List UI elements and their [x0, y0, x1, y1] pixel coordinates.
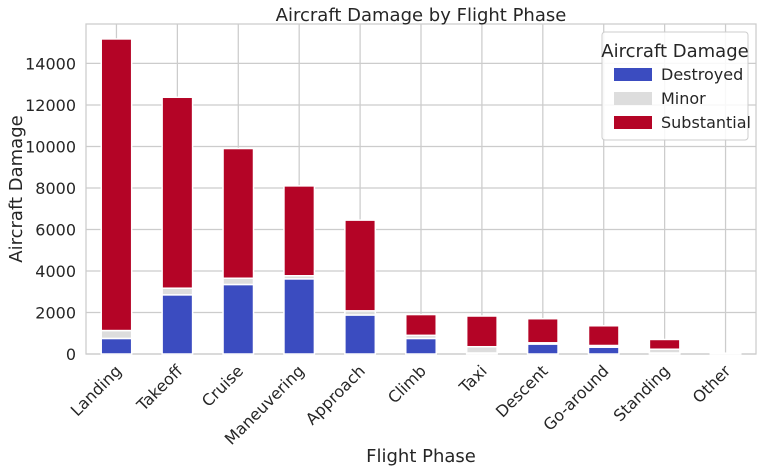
legend-swatch	[614, 68, 652, 81]
legend-swatch	[614, 92, 652, 105]
chart-title: Aircraft Damage by Flight Phase	[276, 5, 567, 26]
x-tick-label: Standing	[610, 361, 674, 425]
bar-minor	[100, 329, 133, 340]
legend-box	[601, 31, 749, 141]
y-tick-label: 6000	[35, 220, 76, 239]
bar-destroyed	[405, 337, 437, 355]
legend: Aircraft Damage Destroyed Minor Substantia…	[601, 31, 751, 141]
bar-destroyed	[526, 343, 559, 355]
bar-minor	[161, 287, 194, 296]
x-axis-label: Flight Phase	[366, 446, 476, 467]
bar-destroyed	[587, 346, 620, 355]
x-tick-label: Takeoff	[132, 361, 187, 416]
bar-substantial	[222, 147, 255, 279]
legend-label: Destroyed	[661, 65, 743, 84]
bars	[100, 38, 742, 355]
bar-destroyed	[222, 283, 255, 355]
y-axis-label: Aircraft Damage	[6, 115, 27, 262]
legend-items: Destroyed Minor Substantial	[614, 65, 751, 132]
bar-substantial	[100, 38, 133, 332]
x-tick-label: Climb	[384, 361, 430, 407]
y-tick-label: 2000	[35, 303, 76, 322]
bar-destroyed	[161, 294, 194, 355]
x-tick-label: Other	[689, 361, 735, 407]
bar-minor	[465, 345, 498, 354]
y-tick-label: 0	[66, 345, 76, 364]
bar-substantial	[405, 313, 437, 337]
y-tick-label: 12000	[25, 96, 76, 115]
bar-substantial	[161, 96, 194, 289]
x-tick-label: Landing	[67, 361, 126, 420]
x-tick-label: Cruise	[198, 361, 247, 410]
y-tick-label: 14000	[25, 54, 76, 73]
x-tick-label: Go-around	[539, 361, 612, 434]
bar-substantial	[587, 325, 620, 347]
bar-substantial	[526, 317, 559, 344]
bar-substantial	[648, 338, 681, 350]
bar-substantial	[465, 315, 498, 348]
y-tick-label: 10000	[25, 137, 76, 156]
bar-substantial	[283, 185, 316, 277]
legend-label: Minor	[661, 89, 706, 108]
x-tick-label: Taxi	[455, 361, 491, 397]
bar-destroyed	[100, 337, 133, 355]
y-tick-label: 4000	[35, 262, 76, 281]
x-tick-label: Descent	[492, 361, 552, 421]
legend-label: Substantial	[661, 113, 751, 132]
bar-substantial	[344, 219, 377, 312]
legend-swatch	[614, 116, 652, 129]
legend-title: Aircraft Damage	[601, 41, 748, 62]
bar-minor	[222, 277, 255, 286]
bar-destroyed	[283, 278, 316, 355]
y-tick-label: 8000	[35, 179, 76, 198]
y-ticks: 0 2000 4000 6000 8000 10000 12000 14000	[25, 54, 76, 364]
bar-destroyed	[344, 314, 377, 355]
x-tick-label: Approach	[302, 361, 369, 428]
